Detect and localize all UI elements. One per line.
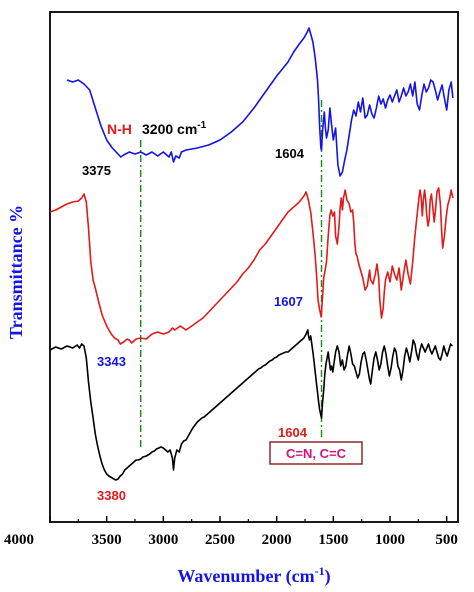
peak-label-3375: 3375 <box>82 163 111 178</box>
cn-cc-label: C=N, C=C <box>286 446 347 461</box>
x-tick-label-1000: 1000 <box>375 532 405 548</box>
series-line-black <box>49 329 453 481</box>
band-3200-label: 3200 cm-1 <box>142 120 207 137</box>
peak-label-1604-top: 1604 <box>275 146 305 161</box>
x-tick-label-3000: 3000 <box>148 532 178 548</box>
band-3200-text: 3200 cm <box>142 121 197 137</box>
peak-label-1604-bottom: 1604 <box>278 425 308 440</box>
peak-label-3380: 3380 <box>97 488 126 503</box>
x-tick-label-2500: 2500 <box>205 532 235 548</box>
x-tick-label-3500: 3500 <box>92 532 122 548</box>
cn-cc-box <box>269 441 363 465</box>
x-tick-label-1500: 1500 <box>318 532 348 548</box>
nh-label: N-H <box>107 121 132 137</box>
x-axis-title-text: Wavenumber (cm <box>177 566 314 587</box>
x-axis-title-close: ) <box>325 566 331 587</box>
x-tick-label-2000: 2000 <box>262 532 292 548</box>
peak-label-3343: 3343 <box>97 354 126 369</box>
y-axis-title: Transmittance % <box>6 205 26 339</box>
x-tick-label-500: 500 <box>435 532 458 548</box>
x-tick-label-4000: 4000 <box>4 532 34 548</box>
plot-frame <box>49 11 459 523</box>
x-axis-title: Wavenumber (cm-1) <box>177 564 330 587</box>
peak-label-1607: 1607 <box>274 294 303 309</box>
series-line-blue <box>66 27 454 177</box>
x-axis-title-sup: -1 <box>315 564 325 578</box>
band-3200-sup: -1 <box>197 120 206 131</box>
x-axis-ticks: 4000 3500 3000 2500 2000 1500 1000 500 <box>4 516 458 548</box>
series-line-red <box>49 187 454 345</box>
